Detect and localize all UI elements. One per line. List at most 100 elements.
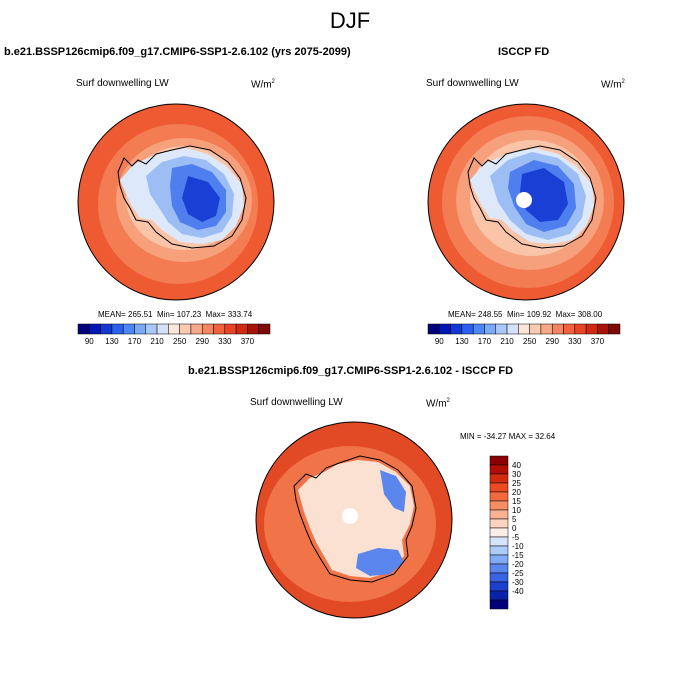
colorbar-box (100, 323, 113, 335)
colorbar-box (489, 590, 509, 601)
colorbar-box (247, 323, 259, 335)
colorbar-tick-label: 290 (196, 337, 210, 346)
obs-panel-title: ISCCP FD (498, 46, 550, 58)
model-map-fill (78, 104, 274, 300)
colorbar-box (156, 323, 169, 335)
colorbar-box (461, 323, 474, 335)
colorbar-box (489, 527, 509, 538)
colorbar-box (427, 323, 440, 335)
colorbar-tick-label: -15 (512, 551, 524, 560)
diff-map-border (255, 421, 453, 619)
colorbar-box (540, 323, 553, 335)
diff-continent-blue-bottom (356, 548, 404, 576)
colorbar-tick-label: 330 (218, 337, 232, 346)
model-map-border (77, 103, 275, 301)
diff-range-text: MIN = -34.27 MAX = 32.64 (460, 432, 556, 441)
colorbar-box (585, 323, 598, 335)
colorbar-tick-label: 90 (435, 337, 444, 346)
colorbar-tick-label: 130 (105, 337, 119, 346)
colorbar-tick-label: 5 (512, 515, 517, 524)
colorbar-tick-label: -25 (512, 569, 524, 578)
colorbar-tick-label: -30 (512, 578, 524, 587)
colorbar-tick-label: 40 (512, 461, 521, 470)
model-stats: MEAN= 265.51 Min= 107.23 Max= 333.74 (98, 310, 253, 319)
colorbar-box (489, 464, 509, 475)
obs-stats: MEAN= 248.55 Min= 109.92 Max= 308.00 (448, 310, 603, 319)
colorbar-box (213, 323, 226, 335)
model-panel-title: b.e21.BSSP126cmip6.f09_g17.CMIP6-SSP1-2.… (4, 46, 351, 58)
colorbar-box (489, 581, 509, 592)
colorbar-tick-label: 290 (546, 337, 560, 346)
colorbar-box (489, 545, 509, 556)
colorbar-tick-label: 170 (128, 337, 142, 346)
colorbar-box (258, 323, 271, 335)
colorbar-tick-label: 15 (512, 497, 521, 506)
diff-map-fill (256, 422, 452, 618)
colorbar-box (489, 491, 509, 502)
colorbar-box (77, 323, 90, 335)
diff-continent-blue-top (380, 470, 406, 512)
colorbar-box (574, 323, 587, 335)
obs-map (427, 103, 625, 301)
colorbar-tick-label: 210 (500, 337, 514, 346)
model-colorbar: 90 130 170 210 250 290 330 370 (77, 323, 271, 346)
obs-map-border (427, 103, 625, 301)
colorbar-box (224, 323, 237, 335)
colorbar-tick-label: 250 (173, 337, 187, 346)
colorbar-box (551, 323, 564, 335)
colorbar-tick-label: 0 (512, 524, 517, 533)
diff-variable-label: Surf downwelling LW (250, 397, 343, 408)
obs-variable-label: Surf downwelling LW (426, 78, 519, 89)
colorbar-box (168, 323, 180, 335)
obs-map-fill (428, 104, 624, 300)
colorbar-box (489, 509, 509, 520)
colorbar-box (608, 323, 621, 335)
colorbar-box (489, 599, 509, 610)
model-units-label: W/m2 (251, 79, 275, 91)
colorbar-tick-label: 130 (455, 337, 469, 346)
model-map (77, 103, 275, 301)
colorbar-box (489, 473, 509, 484)
colorbar-box (489, 572, 509, 583)
colorbar-box (484, 323, 497, 335)
diff-map (255, 421, 453, 619)
colorbar-box (529, 323, 542, 335)
colorbar-box (450, 323, 463, 335)
colorbar-tick-label: 370 (241, 337, 255, 346)
colorbar-box (179, 323, 192, 335)
colorbar-box (89, 323, 101, 335)
colorbar-box (235, 323, 248, 335)
colorbar-box (439, 323, 451, 335)
colorbar-box (489, 536, 509, 547)
colorbar-tick-label: -40 (512, 587, 524, 596)
colorbar-box (134, 323, 147, 335)
colorbar-box (597, 323, 609, 335)
colorbar-tick-label: -10 (512, 542, 524, 551)
diff-pole-hole (342, 508, 358, 524)
colorbar-box (201, 323, 214, 335)
colorbar-tick-label: 20 (512, 488, 521, 497)
obs-coastline (467, 145, 597, 249)
colorbar-tick-label: 10 (512, 506, 521, 515)
colorbar-box (145, 323, 158, 335)
obs-continent-deep (520, 168, 568, 222)
colorbar-box (472, 323, 485, 335)
model-coastline (117, 145, 247, 249)
obs-pole-hole (516, 192, 532, 208)
colorbar-box (495, 323, 508, 335)
obs-colorbar: 90 130 170 210 250 290 330 370 (427, 323, 621, 346)
diff-panel-title: b.e21.BSSP126cmip6.f09_g17.CMIP6-SSP1-2.… (188, 365, 514, 377)
colorbar-box (489, 518, 509, 529)
colorbar-box (563, 323, 576, 335)
colorbar-box (122, 323, 135, 335)
colorbar-box (489, 482, 509, 493)
colorbar-box (489, 500, 509, 511)
colorbar-box (489, 554, 509, 565)
colorbar-tick-label: 90 (85, 337, 94, 346)
colorbar-tick-label: -20 (512, 560, 524, 569)
model-variable-label: Surf downwelling LW (76, 78, 169, 89)
colorbar-box (190, 323, 203, 335)
colorbar-tick-label: 25 (512, 479, 521, 488)
colorbar-tick-label: 330 (568, 337, 582, 346)
